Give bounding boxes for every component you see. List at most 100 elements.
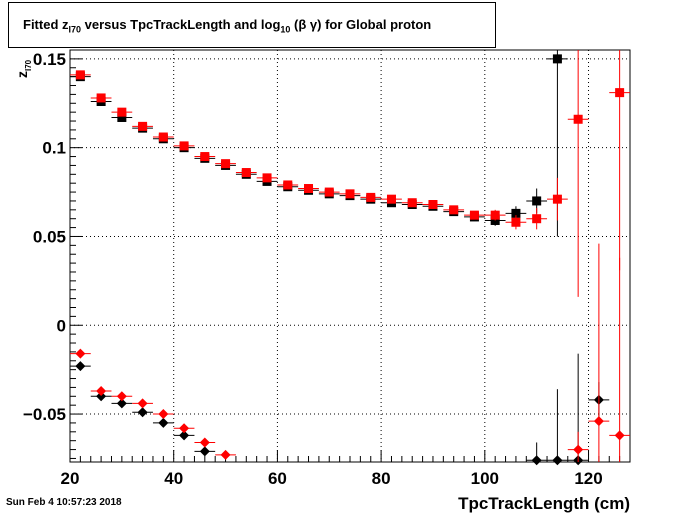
square-marker — [117, 112, 127, 122]
data-point — [90, 385, 112, 396]
data-point — [318, 187, 340, 197]
data-point — [277, 180, 299, 190]
data-point — [505, 215, 527, 230]
title-prefix: Fitted z — [23, 17, 69, 32]
diamond-marker — [552, 455, 563, 466]
plot-area — [70, 50, 630, 462]
y-tick-label: 0.05 — [33, 227, 66, 246]
square-marker — [324, 187, 334, 197]
data-point — [152, 417, 174, 428]
x-tick-label: 80 — [372, 469, 391, 488]
y-tick-label: 0.1 — [42, 139, 66, 158]
timestamp: Sun Feb 4 10:57:23 2018 — [6, 497, 122, 508]
data-point — [173, 141, 195, 151]
square-marker — [241, 168, 251, 178]
square-marker — [428, 200, 438, 209]
data-point — [90, 391, 112, 402]
data-point — [111, 107, 133, 117]
data-point — [484, 209, 506, 221]
square-marker — [158, 132, 168, 142]
data-point — [152, 409, 174, 420]
diamond-marker — [137, 398, 148, 409]
square-marker — [511, 217, 521, 227]
square-marker — [345, 189, 355, 199]
square-marker — [75, 70, 85, 80]
square-marker — [221, 159, 231, 169]
square-marker — [386, 194, 396, 204]
square-marker — [573, 114, 583, 124]
data-point — [70, 361, 91, 372]
data-point — [132, 398, 153, 409]
title-suffix: (β γ) for Global proton — [290, 17, 432, 32]
square-marker — [615, 88, 625, 98]
data-point — [70, 348, 91, 359]
diamond-marker — [116, 398, 127, 409]
diamond-marker — [199, 437, 210, 448]
data-point — [401, 198, 423, 208]
square-marker — [449, 205, 459, 215]
square-marker — [407, 198, 417, 208]
data-point — [381, 194, 402, 204]
square-marker — [200, 152, 210, 162]
y-tick-label: 0.15 — [33, 50, 66, 69]
y-tick-label: 0 — [57, 316, 66, 335]
square-marker — [262, 173, 272, 183]
data-point — [173, 423, 195, 434]
x-axis-label: TpcTrackLength (cm) — [458, 494, 630, 513]
data-point — [339, 189, 361, 199]
square-marker — [179, 141, 189, 151]
diamond-marker — [96, 385, 107, 396]
square-marker — [138, 121, 148, 131]
chart-title: Fitted zI70 versus TpcTrackLength and lo… — [23, 17, 431, 35]
data-point — [609, 50, 630, 271]
data-point — [547, 177, 568, 221]
data-point — [526, 442, 548, 466]
square-marker — [117, 107, 127, 117]
square-marker — [304, 184, 314, 194]
data-point — [422, 200, 444, 209]
data-point — [70, 70, 91, 80]
data-point — [567, 431, 589, 462]
data-point — [111, 391, 133, 402]
data-point — [443, 205, 465, 215]
diamond-marker — [220, 449, 231, 460]
y-tick-label: −0.05 — [23, 405, 66, 424]
square-marker — [283, 180, 293, 190]
data-point — [256, 173, 278, 183]
x-tick-label: 60 — [268, 469, 287, 488]
data-point — [215, 449, 236, 460]
diamond-marker — [96, 391, 107, 402]
diamond-marker — [199, 446, 210, 457]
square-marker — [532, 214, 542, 224]
data-point — [464, 210, 485, 220]
x-tick-label: 120 — [574, 469, 602, 488]
data-point — [194, 437, 216, 448]
data-point — [132, 407, 153, 418]
diamond-marker — [158, 417, 169, 428]
data-point — [152, 132, 174, 142]
diamond-marker — [179, 423, 190, 434]
diamond-marker — [75, 348, 86, 359]
diamond-marker — [573, 444, 584, 455]
data-point — [547, 389, 568, 466]
diamond-marker — [179, 430, 190, 441]
square-marker — [511, 208, 521, 218]
square-marker — [366, 192, 376, 202]
square-marker — [490, 210, 500, 220]
title-subscript-2: 10 — [280, 24, 291, 35]
data-point — [90, 93, 112, 103]
square-marker — [96, 93, 106, 103]
data-point — [360, 192, 382, 202]
data-point — [609, 257, 630, 462]
x-tick-label: 40 — [164, 469, 183, 488]
square-marker — [552, 54, 562, 64]
data-point — [526, 208, 548, 230]
diamond-marker — [158, 409, 169, 420]
diamond-marker — [116, 391, 127, 402]
square-marker — [469, 210, 479, 220]
data-point — [588, 243, 610, 462]
diamond-marker — [531, 455, 542, 466]
square-marker — [552, 194, 562, 204]
title-middle: versus TpcTrackLength and log — [81, 17, 281, 32]
